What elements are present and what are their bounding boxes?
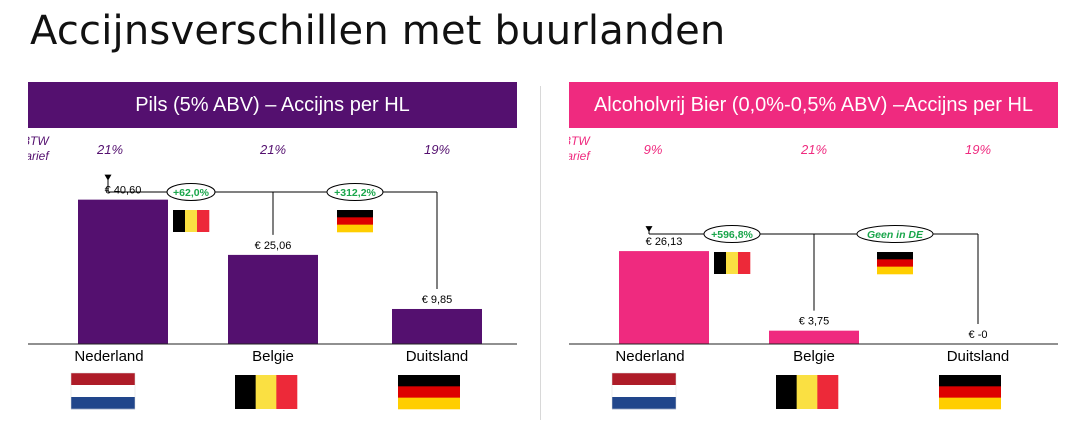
btw-label: BTW [569,134,591,148]
bar-value-label: € 26,13 [646,236,683,248]
btw-rate: 19% [965,142,991,157]
comparison-label: +596,8% [711,229,753,241]
comparison-badge [166,183,216,201]
flag-stripe [738,252,751,274]
flag-stripe [255,375,277,409]
flag-stripe [71,373,135,386]
flag-stripe [235,375,256,409]
category-label: Nederland [74,348,143,365]
btw-label: tarief [28,149,50,163]
germany-flag [939,375,1001,410]
btw-rate: 21% [96,142,123,157]
category-label: Duitsland [406,348,469,365]
bar-value-label: € 3,75 [799,316,830,328]
flag-stripe [612,397,676,410]
category-label: Nederland [615,348,684,365]
chart-pils-svg: BTWtarief 21% 21% 19% € 40,60 € 25,06 € 9,85 Ne… [28,134,517,410]
btw-rate: 19% [424,142,450,157]
germany-flag [877,252,913,275]
flag-stripe [71,385,135,398]
btw-rate: 21% [800,142,827,157]
flag-stripe [276,375,298,409]
belgium-flag [776,375,839,409]
netherlands-flag [70,372,136,410]
bar [769,330,859,344]
flag-stripe [877,259,913,267]
comparison-label: +312,2% [334,187,376,199]
flag-stripe [337,224,373,233]
chart-alcoholvrij-svg: BTWtarief 9% 21% 19% € 26,13 € 3,75 € -0 Nederl… [569,134,1058,410]
comparison-badge [326,183,384,201]
flag-stripe [796,375,818,409]
flag-stripe [877,266,913,275]
category-label: Belgie [793,348,835,365]
flag-stripe [398,375,460,387]
btw-rate: 21% [259,142,286,157]
comparison-label: Geen in DE [867,229,924,241]
flag-stripe [337,210,373,218]
bar [392,308,482,344]
bar-value-label: € 25,06 [255,240,292,252]
arrow-head [104,174,112,181]
netherlands-flag [611,372,677,410]
flag-stripe [939,375,1001,387]
chart-panel-alcoholvrij: Alcoholvrij Bier (0,0%-0,5% ABV) –Accijn… [569,82,1058,422]
flag-stripe [197,210,210,232]
belgium-flag [235,375,298,409]
flag-stripe [398,386,460,398]
belgium-flag [173,210,210,232]
flag-stripe [817,375,839,409]
category-label: Duitsland [947,348,1010,365]
bar [228,254,318,344]
belgium-flag [714,252,751,274]
flag-stripe [185,210,198,232]
flag-stripe [776,375,797,409]
germany-flag [398,375,460,410]
flag-stripe [939,397,1001,410]
flag-stripe [939,386,1001,398]
flag-stripe [398,397,460,410]
chart-title-banner: Pils (5% ABV) – Accijns per HL [28,82,517,128]
chart-title-banner: Alcoholvrij Bier (0,0%-0,5% ABV) –Accijn… [569,82,1058,128]
bar-value-label: € -0 [969,329,988,341]
comparison-badge [856,225,934,243]
flag-border [70,372,136,410]
flag-stripe [173,210,186,232]
comparison-label: +62,0% [173,187,210,199]
comparison-badge [703,225,761,243]
bar-value-label: € 40,60 [105,185,142,197]
page-title: Accijnsverschillen met buurlanden [30,8,726,54]
btw-label: tarief [569,149,591,163]
flag-border [611,372,677,410]
flag-stripe [877,252,913,260]
category-label: Belgie [252,348,294,365]
bar-value-label: € 9,85 [422,294,453,306]
bar [619,251,709,344]
chart-panel-pils: Pils (5% ABV) – Accijns per HL BTWtarief… [28,82,517,422]
panel-divider [540,86,541,420]
germany-flag [337,210,373,233]
bar [78,199,168,344]
flag-stripe [337,217,373,225]
flag-stripe [612,373,676,386]
flag-stripe [714,252,727,274]
arrow-head [645,226,653,233]
flag-stripe [71,397,135,410]
btw-label: BTW [28,134,50,148]
flag-stripe [726,252,739,274]
flag-stripe [612,385,676,398]
btw-rate: 9% [644,142,663,157]
